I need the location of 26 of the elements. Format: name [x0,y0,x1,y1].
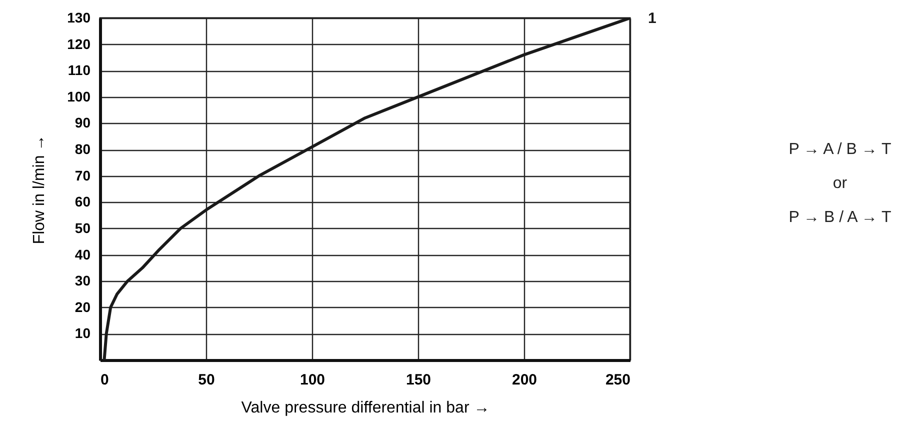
line-series [102,18,630,360]
y-tick-label: 130 [67,10,91,26]
y-tick-label: 100 [67,88,91,104]
y-tick-label: 60 [74,194,91,210]
y-tick-label: 20 [74,298,91,315]
y-tick-label: 40 [74,246,91,262]
text: P → A / B → T [788,141,892,158]
y-tick-label: 50 [74,220,91,236]
series-label: 1 [648,10,656,27]
y-tick-label: 90 [74,114,91,131]
x-axis-title: Valve pressure differential in bar → [241,400,490,416]
x-tick-label: 250 [605,372,630,388]
x-tick-label: 100 [300,372,326,388]
y-tick-label: 120 [67,36,91,52]
x-tick-label: 0 [100,372,109,388]
y-tick-label: 110 [68,62,91,78]
y-axis-title: Flow in l/min → [31,134,48,244]
x-tick-label: 50 [198,372,215,388]
text: or [832,175,848,192]
x-tick-label: 150 [406,372,432,388]
text: P → B / A → T [788,209,892,226]
x-tick-label: 200 [512,372,538,388]
y-tick-label: 70 [74,167,91,184]
y-tick-label: 80 [74,141,91,158]
y-tick-label: 30 [74,272,91,289]
y-tick-label: 10 [74,325,91,342]
